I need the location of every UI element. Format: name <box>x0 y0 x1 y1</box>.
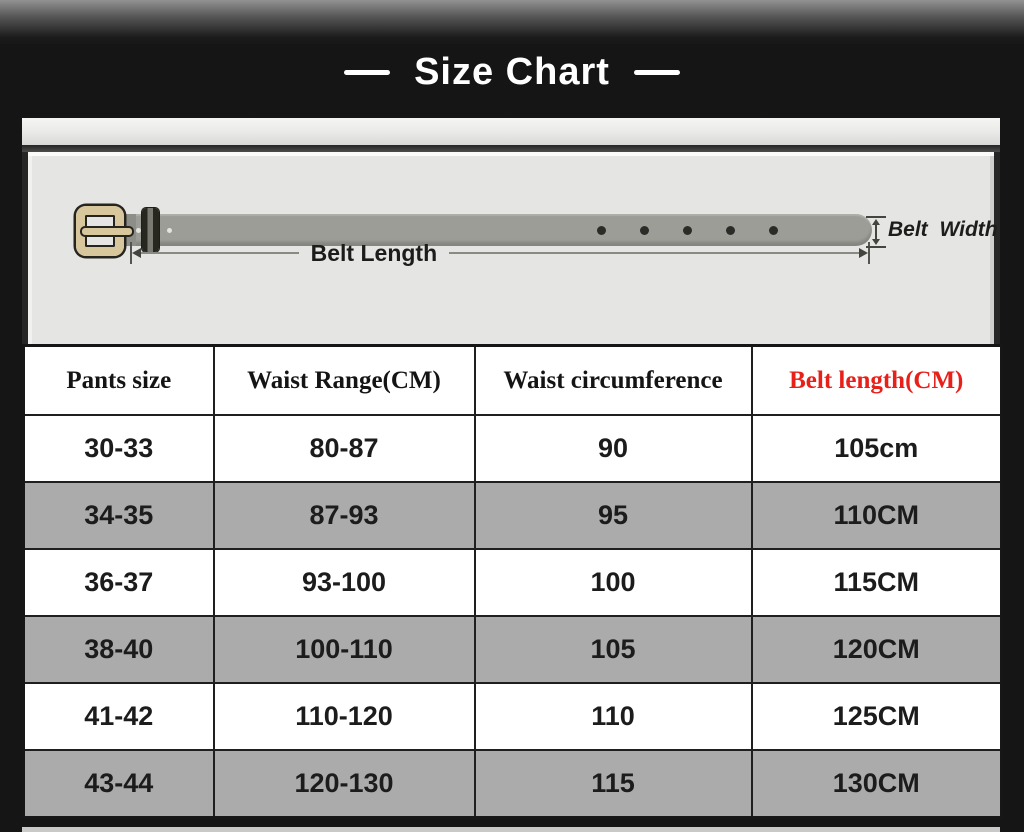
page-title: Size Chart <box>414 50 610 93</box>
panel-top-strip <box>22 118 1000 145</box>
cell-pants-size: 30-33 <box>22 414 215 483</box>
arrow-left-icon <box>132 248 141 258</box>
size-table: Pants size Waist Range(CM) Waist circumf… <box>22 344 1003 819</box>
belt-diagram: Belt Length Belt Width <box>22 152 1000 344</box>
cell-pants-size: 43-44 <box>22 749 215 819</box>
table-row: 38-40 100-110 105 120CM <box>22 615 1003 684</box>
table-header-row: Pants size Waist Range(CM) Waist circumf… <box>22 344 1003 416</box>
title-dash-left <box>344 69 391 75</box>
table-row: 43-44 120-130 115 130CM <box>22 749 1003 819</box>
dimension-tick-right <box>868 242 870 264</box>
next-section-edge <box>22 827 1000 832</box>
belt-hole <box>769 226 778 235</box>
belt-hole <box>640 226 649 235</box>
cell-pants-size: 38-40 <box>22 615 215 684</box>
cell-waist-circumference: 115 <box>473 749 753 819</box>
dimension-tick-left <box>130 242 132 264</box>
cell-waist-circumference: 100 <box>473 548 753 617</box>
cell-waist-range: 120-130 <box>212 749 476 819</box>
belt-length-label: Belt Length <box>310 239 438 266</box>
cell-waist-circumference: 95 <box>473 481 753 550</box>
belt-length-dimension: Belt Length <box>130 240 870 266</box>
col-header-waist-circumference: Waist circumference <box>473 344 753 416</box>
arrow-up-icon <box>872 219 880 225</box>
buckle-prong <box>80 226 134 237</box>
belt-strap <box>118 214 872 246</box>
cell-belt-length: 115CM <box>750 548 1003 617</box>
top-gradient-band <box>0 0 1024 44</box>
belt-keeper-loop <box>142 208 159 252</box>
stitch-dot <box>167 228 172 233</box>
table-row: 34-35 87-93 95 110CM <box>22 481 1003 550</box>
arrow-down-icon <box>872 239 880 245</box>
page-title-row: Size Chart <box>0 44 1024 100</box>
dimension-cap-bottom <box>866 246 886 248</box>
cell-belt-length: 110CM <box>750 481 1003 550</box>
belt-diagram-panel: Belt Length Belt Width <box>22 118 1000 832</box>
cell-waist-circumference: 105 <box>473 615 753 684</box>
dimension-cap-top <box>866 216 886 218</box>
cell-waist-range: 87-93 <box>212 481 476 550</box>
col-header-pants-size: Pants size <box>22 344 215 416</box>
cell-pants-size: 36-37 <box>22 548 215 617</box>
cell-pants-size: 41-42 <box>22 682 215 751</box>
cell-waist-circumference: 90 <box>473 414 753 483</box>
col-header-belt-length: Belt length(CM) <box>750 344 1003 416</box>
cell-belt-length: 130CM <box>750 749 1003 819</box>
cell-belt-length: 120CM <box>750 615 1003 684</box>
cell-waist-range: 93-100 <box>212 548 476 617</box>
cell-pants-size: 34-35 <box>22 481 215 550</box>
table-row: 30-33 80-87 90 105cm <box>22 414 1003 483</box>
panel-divider-line <box>22 145 1000 152</box>
cell-waist-circumference: 110 <box>473 682 753 751</box>
dimension-line-segment <box>449 252 859 254</box>
title-dash-right <box>633 69 680 75</box>
cell-waist-range: 80-87 <box>212 414 476 483</box>
cell-waist-range: 110-120 <box>212 682 476 751</box>
cell-waist-range: 100-110 <box>212 615 476 684</box>
dimension-line-segment <box>141 252 299 254</box>
stitch-dot <box>136 228 141 233</box>
belt-hole <box>683 226 692 235</box>
dimension-vertical-line <box>875 224 877 240</box>
belt-width-dimension <box>866 216 886 248</box>
arrow-right-icon <box>859 248 868 258</box>
table-row: 41-42 110-120 110 125CM <box>22 682 1003 751</box>
col-header-waist-range: Waist Range(CM) <box>212 344 476 416</box>
belt-width-label: Belt Width <box>888 218 998 241</box>
cell-belt-length: 105cm <box>750 414 1003 483</box>
belt-hole <box>597 226 606 235</box>
table-row: 36-37 93-100 100 115CM <box>22 548 1003 617</box>
cell-belt-length: 125CM <box>750 682 1003 751</box>
belt-hole <box>726 226 735 235</box>
